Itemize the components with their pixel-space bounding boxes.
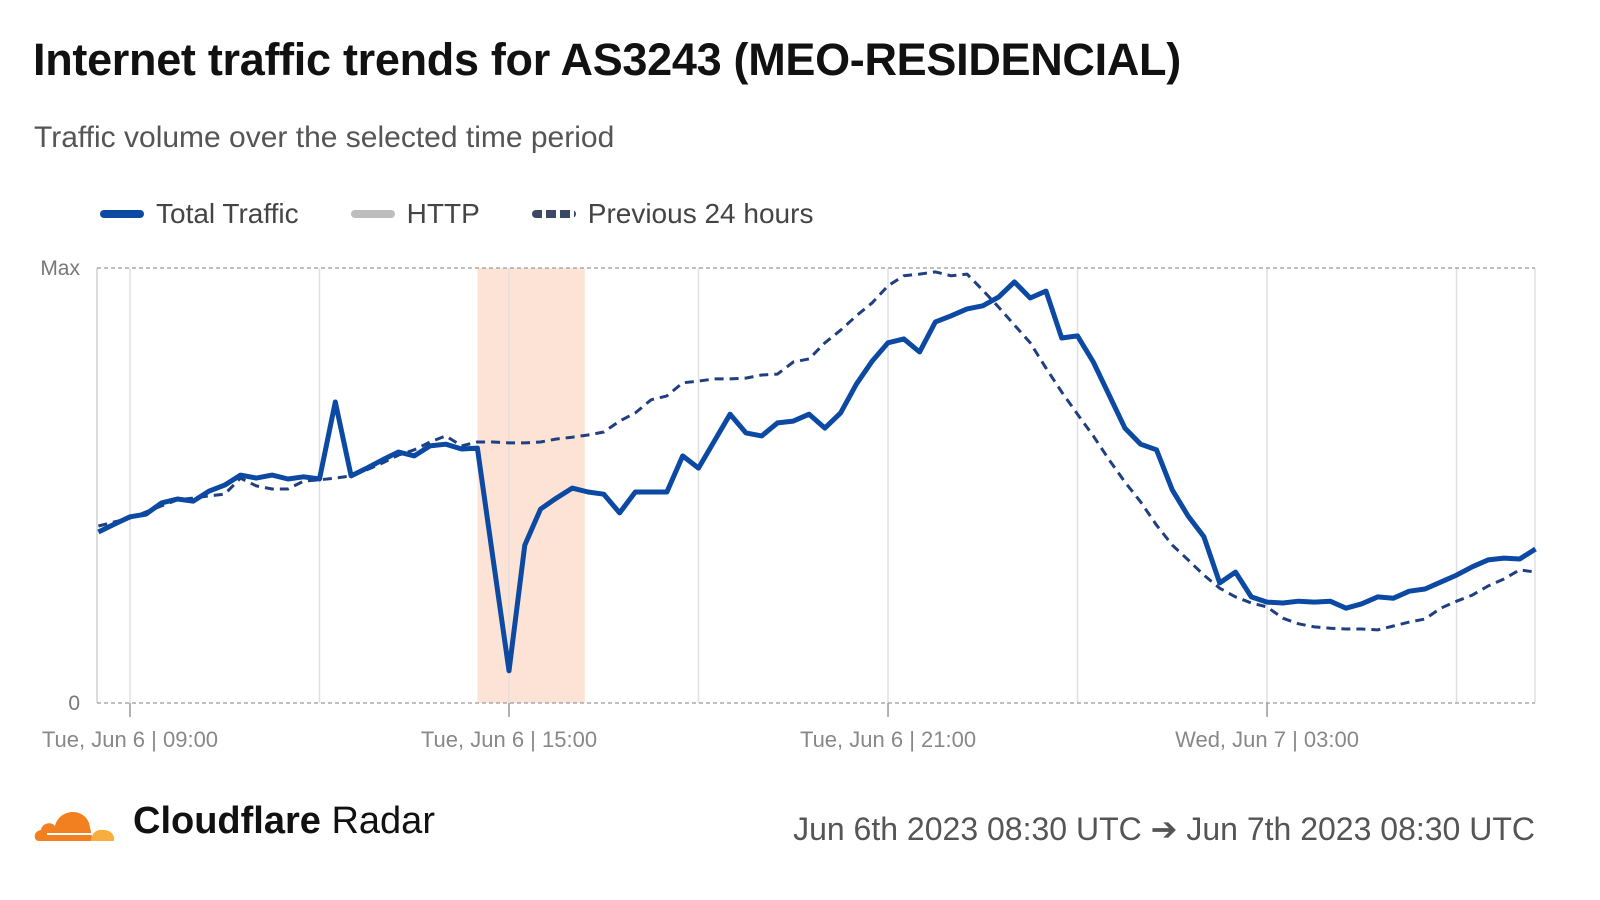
- highlight-region: [477, 268, 585, 703]
- x-tick-label: Tue, Jun 6 | 21:00: [800, 727, 976, 752]
- legend-item-previous-24h[interactable]: Previous 24 hours: [531, 198, 814, 230]
- legend-label: Previous 24 hours: [587, 198, 814, 229]
- series-line-previous-24-hours: [98, 270, 1536, 632]
- chart-legend: Total Traffic HTTP Previous 24 hours: [100, 198, 865, 230]
- cloudflare-radar-logo: Cloudflare Radar: [33, 800, 435, 843]
- page-subtitle: Traffic volume over the selected time pe…: [34, 121, 615, 154]
- legend-label: HTTP: [406, 198, 480, 229]
- y-tick-label: Max: [40, 257, 80, 280]
- series-line-total-traffic: [97, 279, 1537, 674]
- legend-swatch-total: [100, 210, 144, 218]
- x-tick-label: Tue, Jun 6 | 15:00: [421, 727, 597, 752]
- date-range: Jun 6th 2023 08:30 UTC ➔ Jun 7th 2023 08…: [793, 811, 1535, 847]
- legend-item-http[interactable]: HTTP: [350, 198, 480, 230]
- y-tick-label: 0: [68, 692, 80, 715]
- legend-swatch-http: [350, 210, 395, 218]
- traffic-chart: Max 0 Tue, Jun 6 | 09:00 Tue, Jun 6 | 15:00…: [40, 257, 1537, 752]
- page-title: Internet traffic trends for AS3243 (MEO-…: [33, 34, 1181, 85]
- legend-swatch-previous: [531, 210, 576, 218]
- brand-product: Radar: [331, 800, 435, 842]
- x-tick-label: Wed, Jun 7 | 03:00: [1175, 727, 1359, 752]
- x-tick-label: Tue, Jun 6 | 09:00: [42, 727, 218, 752]
- cloudflare-cloud-icon: [34, 811, 115, 841]
- legend-label: Total Traffic: [156, 198, 299, 229]
- brand-name: Cloudflare: [133, 800, 321, 842]
- legend-item-total-traffic[interactable]: Total Traffic: [100, 198, 299, 230]
